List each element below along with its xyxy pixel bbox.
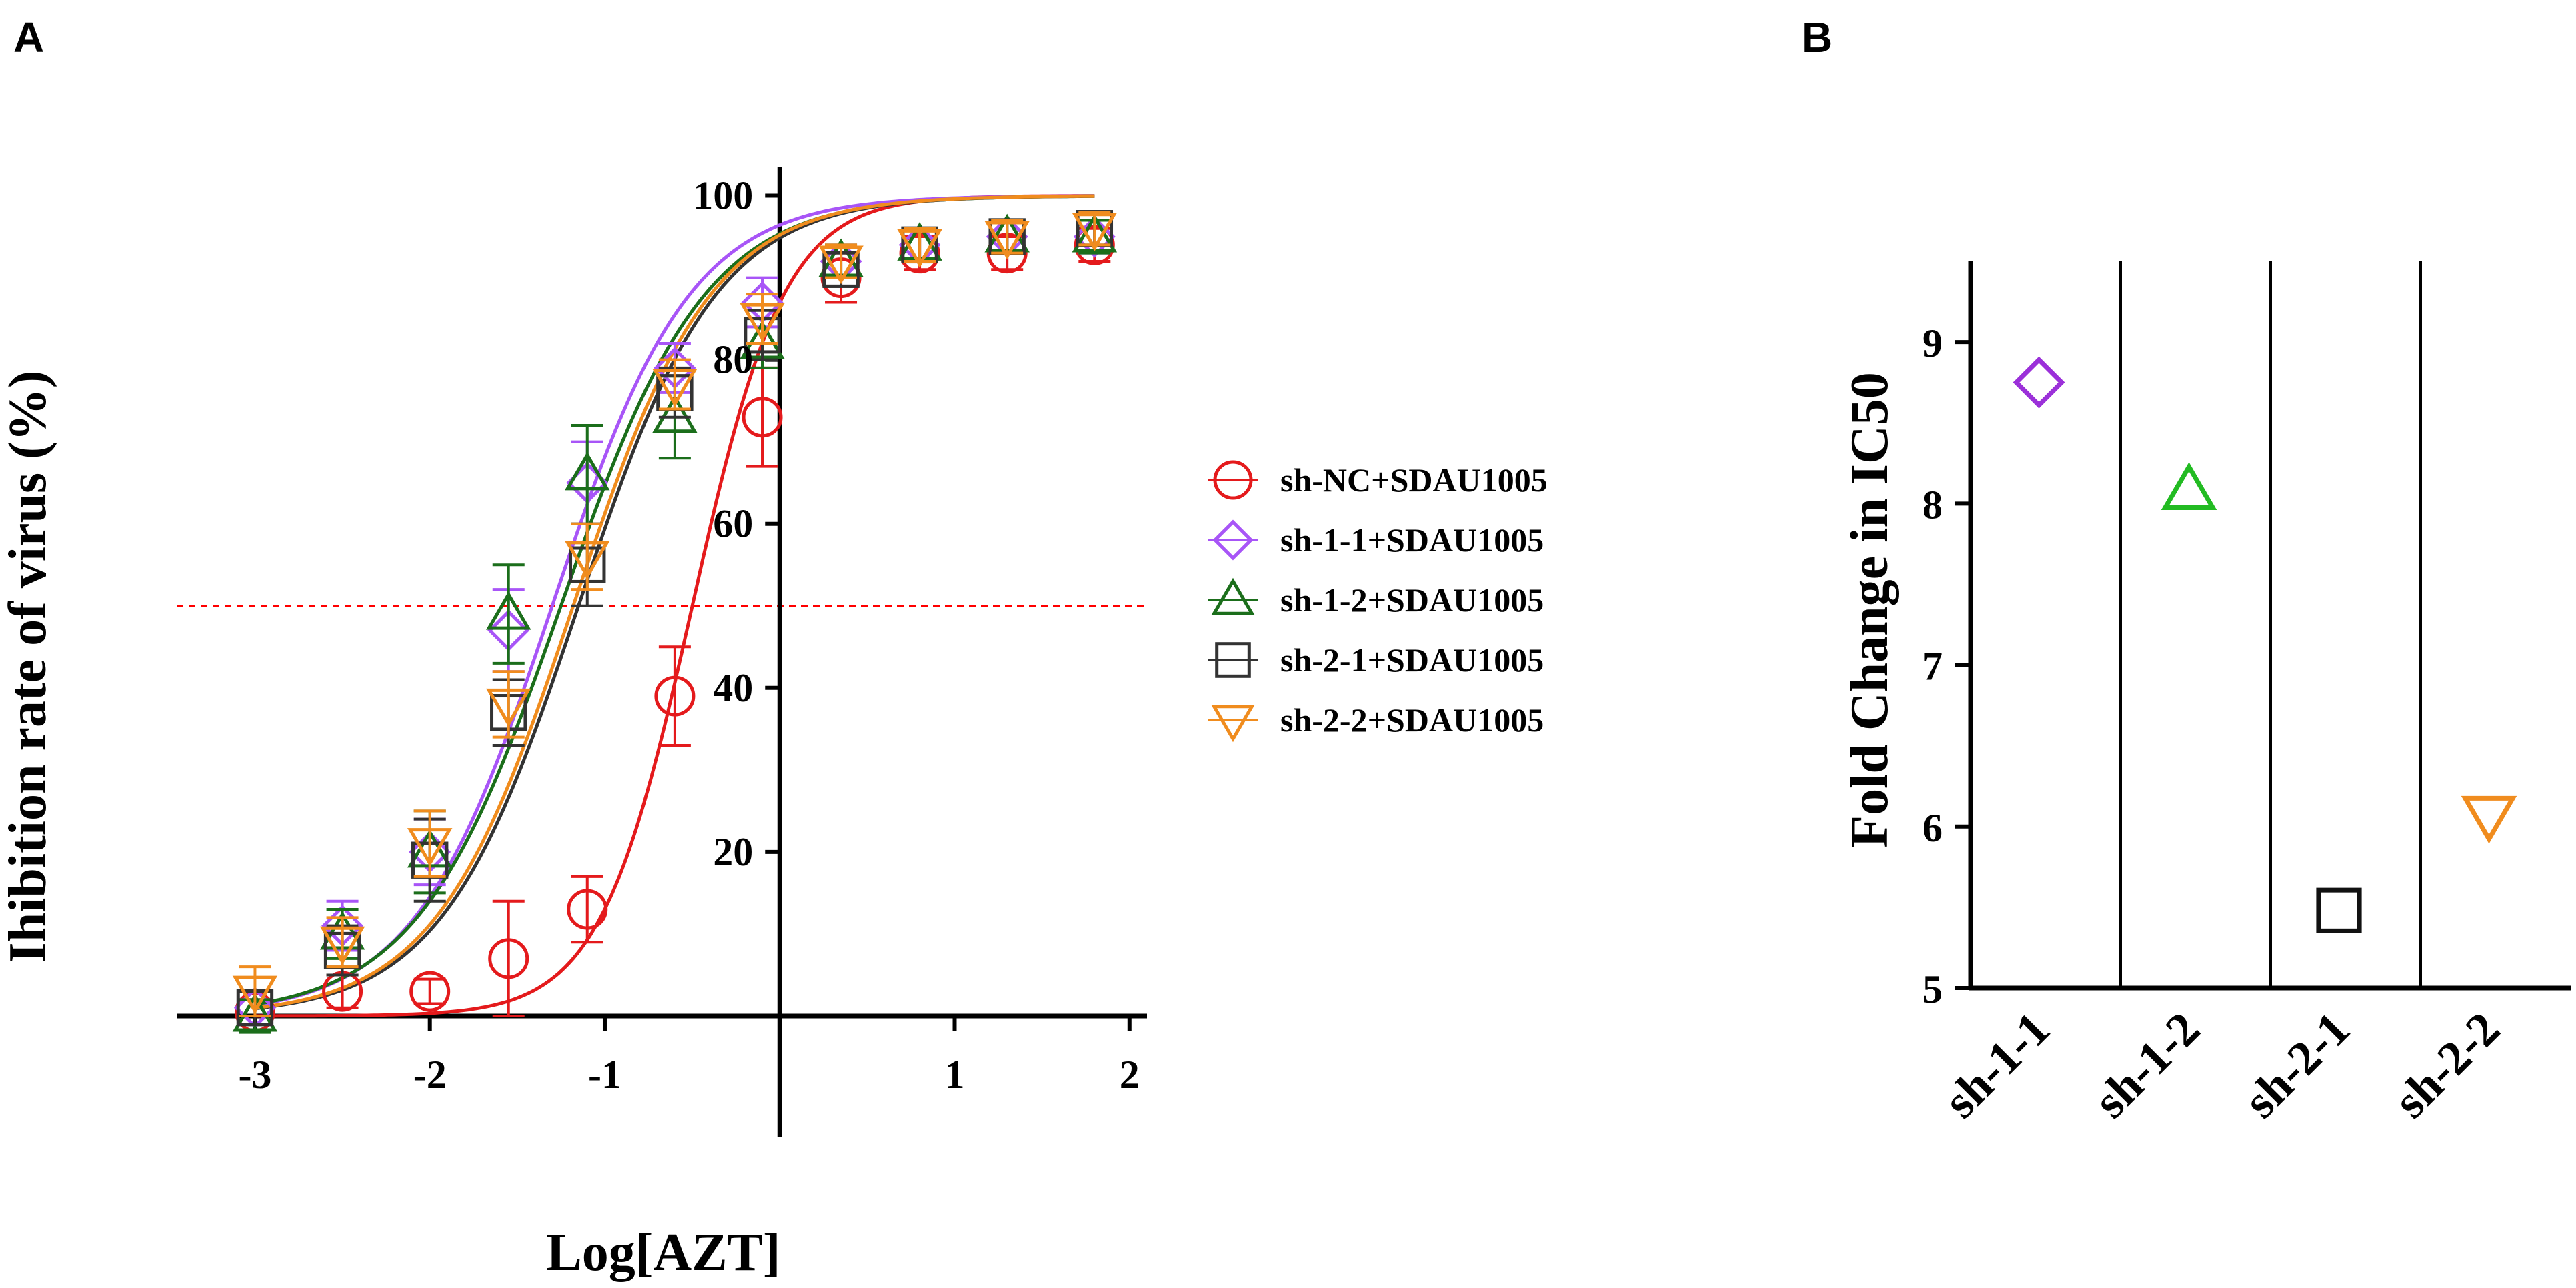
y-tick-label: 80 [713,338,753,382]
category-label: sh-2-1 [2233,1002,2360,1129]
data-point [409,971,451,1012]
data-point [232,975,278,1015]
data-point [652,394,698,433]
y-tick-label: 20 [713,830,753,874]
y-tick-label: 100 [693,174,753,218]
data-point [485,688,531,727]
fold-change-marker [2013,356,2065,409]
legend-label: sh-1-1+SDAU1005 [1280,521,1544,559]
panel-b-y-tick-label: 9 [1922,321,1943,365]
x-tick-label: 2 [1120,1053,1140,1097]
panel-b-y-tick-label: 7 [1922,645,1943,689]
legend-label: sh-NC+SDAU1005 [1280,461,1548,499]
panel-a-label: A [13,13,44,61]
data-point [319,926,365,965]
data-point [740,303,785,342]
legend-marker [1212,519,1254,561]
data-points [232,210,1118,1034]
panel-b-y-axis-title: Fold Change in IC50 [1840,372,1899,847]
panel-b-tick-labels: 5 6 7 8 9 [1922,321,1943,1011]
data-point [742,397,783,438]
data-point [488,938,529,979]
data-point [1073,215,1116,258]
data-point [485,591,531,630]
legend-marker [1211,577,1255,615]
panel-b-label: B [1802,13,1832,61]
panel-b-y-tick-label: 6 [1922,806,1943,850]
fold-change-marker [2461,795,2517,844]
legend-marker [1213,460,1253,500]
category-label: sh-1-2 [2083,1002,2210,1129]
legend-label: sh-1-2+SDAU1005 [1280,581,1544,619]
data-point [897,229,942,268]
data-point [565,541,610,580]
y-tick-label: 60 [713,502,753,546]
fold-change-points [2013,356,2517,933]
panel-b-axes [1955,261,2571,991]
x-tick-label: -2 [413,1053,447,1097]
data-point [1072,213,1118,252]
panel-a-y-axis-title: Ihibition rate of virus (%) [0,371,57,963]
data-point [654,675,696,717]
category-label: sh-2-2 [2383,1002,2510,1129]
data-point [232,993,278,1032]
legend-label: sh-2-2+SDAU1005 [1280,701,1544,739]
x-tick-label: -3 [238,1053,271,1097]
fold-change-marker [2161,462,2217,510]
data-point [652,369,698,407]
panel-a-x-axis-title: Log[AZT] [546,1223,780,1282]
legend: sh-NC+SDAU1005 sh-1-1+SDAU1005 sh-1-2+SDAU… [1208,460,1548,743]
panel-b-chart: 5 6 7 8 9 sh-1-1 sh-1-2 sh-2-1 sh-2-2 Fold Chan… [1840,261,2571,1128]
data-point [984,221,1030,260]
panel-b-y-tick-label: 5 [1922,967,1943,1011]
category-labels: sh-1-1 sh-1-2 sh-2-1 sh-2-2 [1933,1002,2510,1129]
panel-b-y-tick-label: 8 [1922,483,1943,527]
x-tick-label: -1 [588,1053,621,1097]
data-point [567,889,608,930]
category-label: sh-1-1 [1933,1002,2060,1129]
fit-curve [255,194,1095,1011]
data-point [818,245,864,285]
data-point [407,828,453,867]
panel-a-tick-labels: -3 -2 -1 1 2 20 40 60 80 100 [238,174,1139,1097]
x-tick-label: 1 [945,1053,965,1097]
fold-change-marker [2316,887,2362,933]
y-tick-label: 40 [713,666,753,710]
legend-label: sh-2-1+SDAU1005 [1280,641,1544,679]
fit-curve [255,194,1095,1010]
data-point [565,451,610,491]
fit-curve [255,194,1095,1007]
legend-marker [1211,705,1255,743]
legend-marker [1215,642,1251,678]
panel-a-chart: -3 -2 -1 1 2 20 40 60 80 100 Log[AZT] Ihibition r… [0,167,1548,1282]
